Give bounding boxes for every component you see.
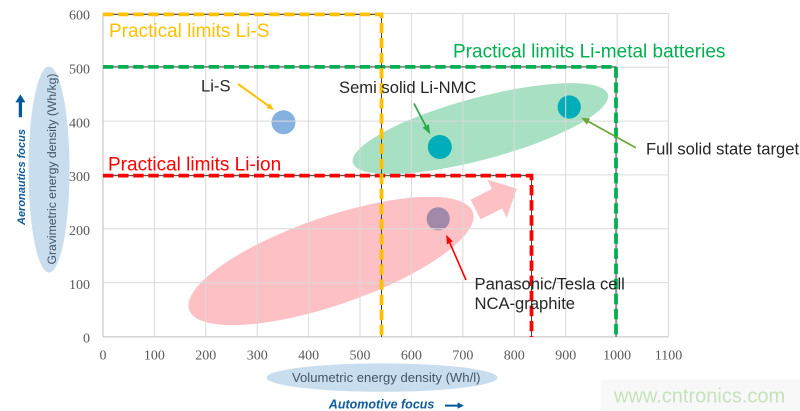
svg-text:NCA-graphite: NCA-graphite (475, 294, 576, 313)
svg-text:Practical limits Li-ion: Practical limits Li-ion (108, 155, 281, 176)
svg-text:500: 500 (69, 63, 90, 78)
svg-text:Full solid state target: Full solid state target (646, 140, 799, 159)
svg-text:0: 0 (100, 348, 107, 363)
svg-text:600: 600 (69, 9, 90, 24)
svg-text:900: 900 (555, 348, 576, 363)
svg-text:Li-S: Li-S (201, 77, 231, 96)
svg-text:100: 100 (144, 348, 165, 363)
svg-text:Volumetric energy density (Wh/: Volumetric energy density (Wh/l) (292, 370, 480, 385)
svg-text:800: 800 (504, 348, 525, 363)
svg-text:700: 700 (452, 348, 473, 363)
svg-text:1000: 1000 (603, 348, 631, 363)
svg-text:500: 500 (350, 348, 371, 363)
svg-text:Practical limits Li-metal batt: Practical limits Li-metal batteries (453, 42, 725, 63)
svg-text:Aeronautics focus: Aeronautics focus (16, 129, 28, 226)
svg-text:Automotive focus: Automotive focus (328, 398, 435, 411)
svg-text:Gravimetric energy density (Wh: Gravimetric energy density (Wh/kg) (45, 74, 59, 265)
svg-text:1100: 1100 (655, 348, 682, 363)
svg-text:200: 200 (195, 348, 216, 363)
svg-text:Semi solid Li-NMC: Semi solid Li-NMC (339, 78, 476, 97)
svg-text:0: 0 (83, 332, 90, 347)
svg-text:200: 200 (69, 224, 90, 239)
svg-text:300: 300 (69, 170, 90, 185)
svg-text:Practical limits Li-S: Practical limits Li-S (109, 21, 269, 42)
svg-text:www.cntronics.com: www.cntronics.com (613, 386, 785, 408)
svg-text:400: 400 (298, 348, 319, 363)
svg-text:600: 600 (401, 348, 422, 363)
svg-text:Panasonic/Tesla cell: Panasonic/Tesla cell (475, 274, 625, 293)
svg-text:300: 300 (247, 348, 268, 363)
svg-text:100: 100 (69, 278, 90, 293)
svg-text:400: 400 (69, 116, 90, 131)
